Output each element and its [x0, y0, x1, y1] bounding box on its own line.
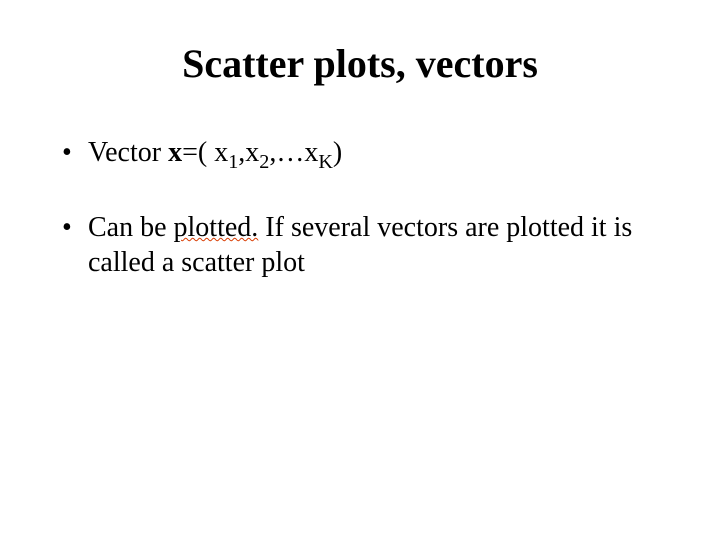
subscript-1: 1	[228, 151, 238, 173]
spell-error-word: plotted.	[174, 212, 259, 243]
bullet1-eq: =( x	[182, 137, 228, 168]
slide-container: Scatter plots, vectors Vector x=( x1,x2,…	[0, 0, 720, 540]
bullet1-c2: ,…x	[269, 137, 318, 168]
bullet2-p1: Can be	[88, 212, 174, 243]
subscript-2: 2	[259, 151, 269, 173]
vector-symbol: x	[168, 137, 182, 168]
bullet-item-1: Vector x=( x1,x2,…xK)	[62, 135, 672, 170]
bullet1-c1: ,x	[238, 137, 259, 168]
subscript-k: K	[318, 151, 333, 173]
bullet1-text-prefix: Vector	[88, 137, 168, 168]
bullet1-close: )	[333, 137, 342, 168]
bullet-list: Vector x=( x1,x2,…xK) Can be plotted. If…	[48, 135, 672, 280]
bullet-item-2: Can be plotted. If several vectors are p…	[62, 210, 672, 280]
slide-title: Scatter plots, vectors	[48, 40, 672, 87]
